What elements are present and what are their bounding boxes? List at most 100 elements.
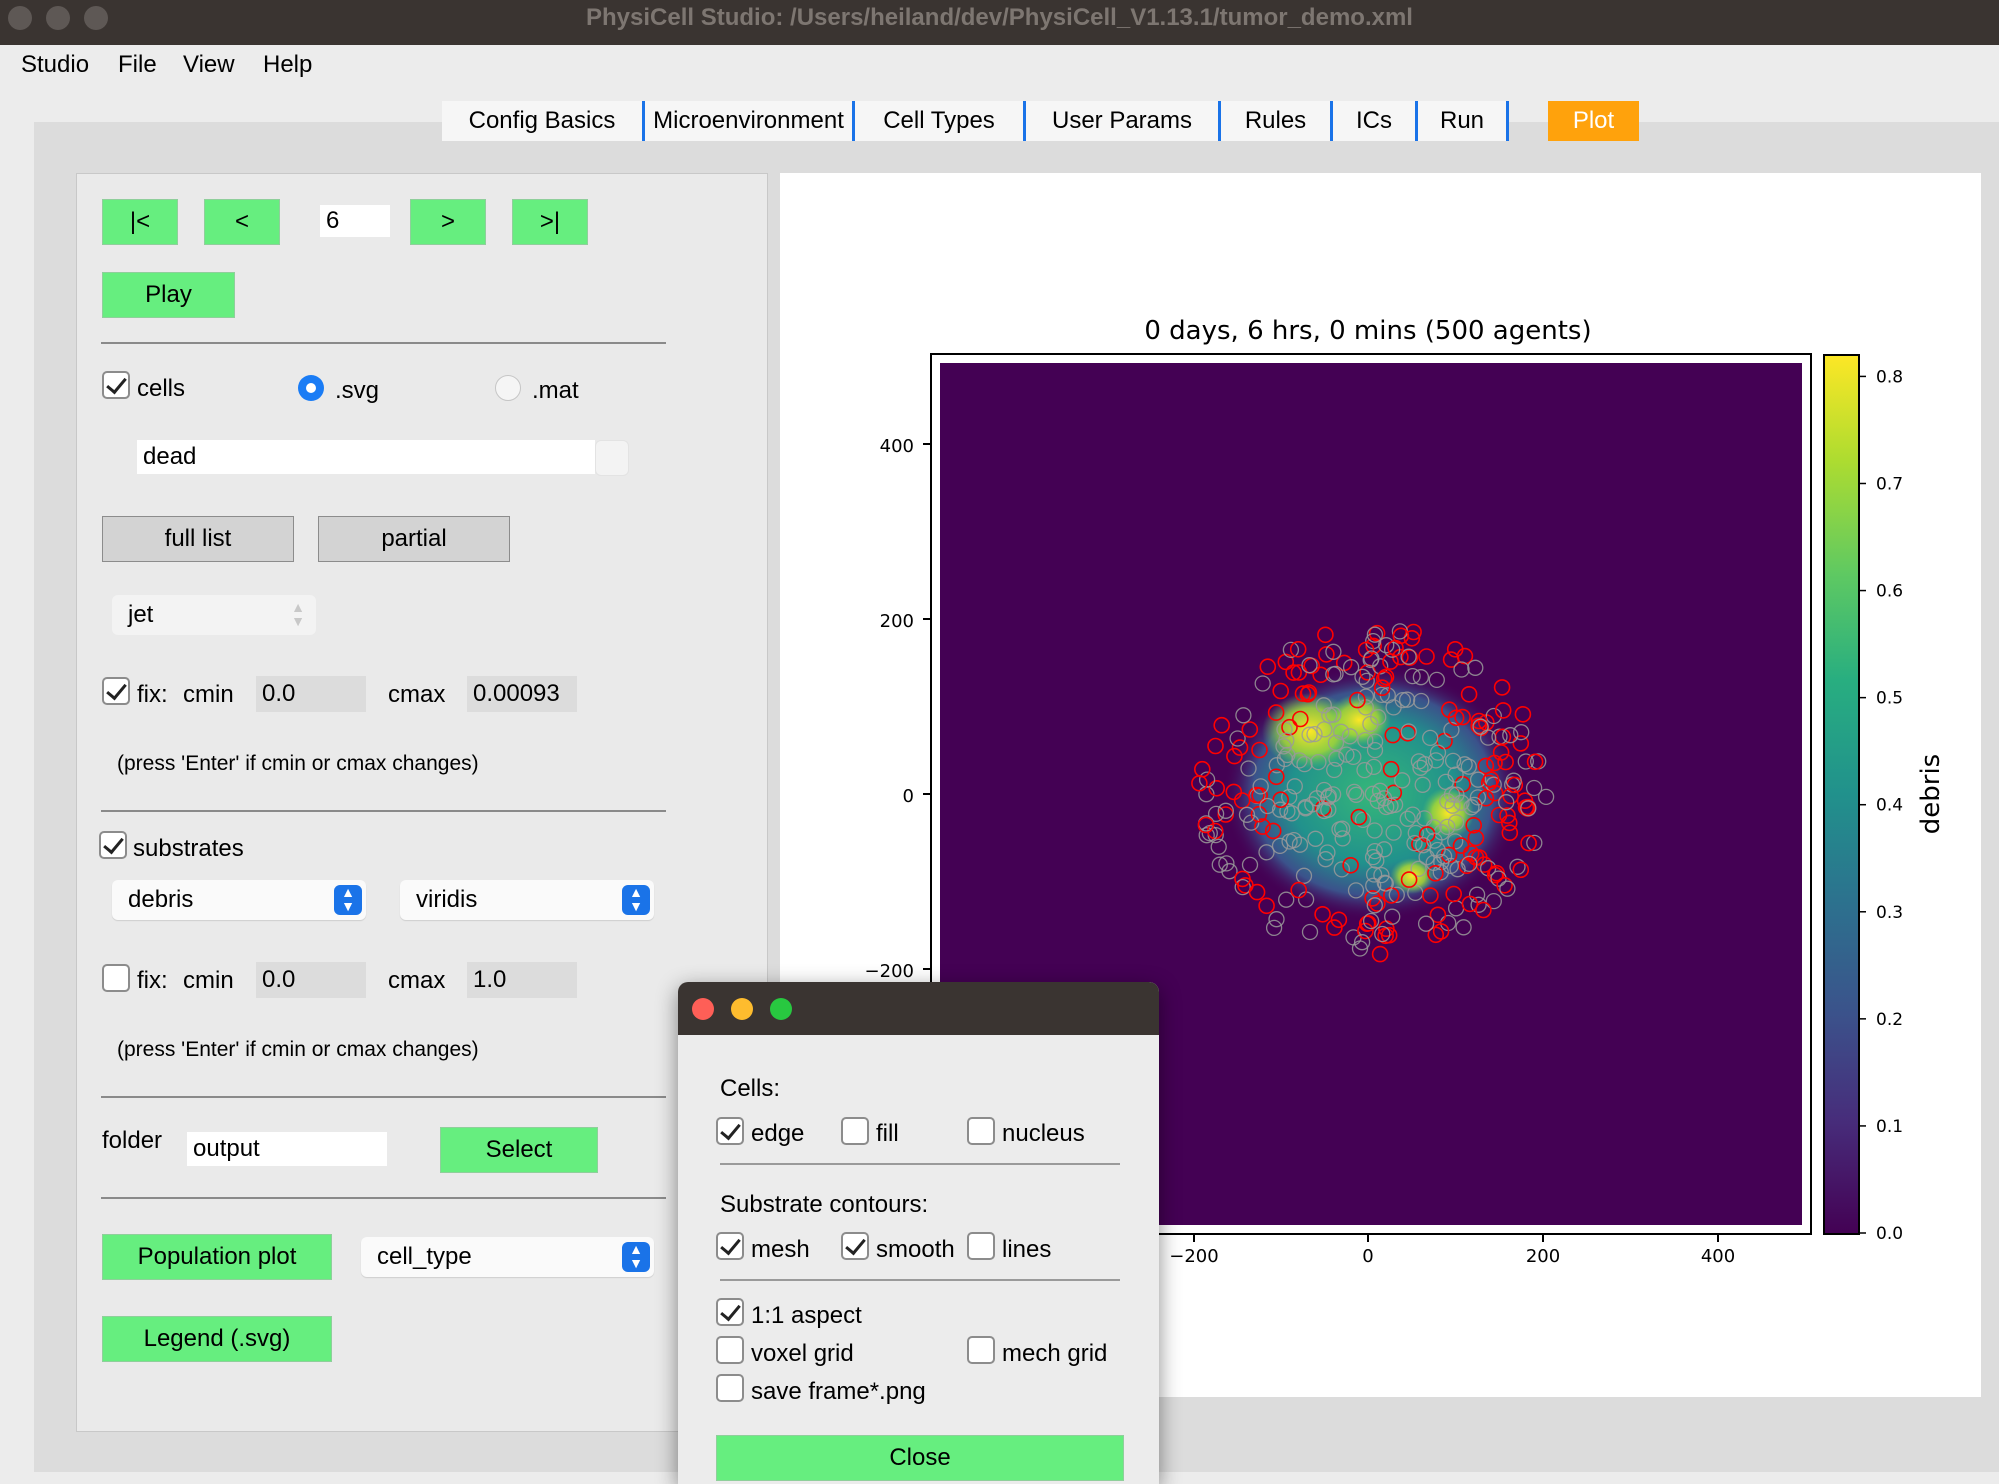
cell-agent bbox=[1207, 805, 1225, 823]
cell-agent bbox=[1250, 805, 1268, 823]
colormap-stepper-icon: ▲ ▼ bbox=[291, 599, 305, 629]
folder-input[interactable]: output bbox=[187, 1132, 387, 1166]
substrates-hint: (press 'Enter' if cmin or cmax changes) bbox=[117, 1038, 479, 1061]
cell-agent bbox=[1366, 897, 1383, 914]
cells-checkbox[interactable] bbox=[102, 371, 130, 399]
cell-agent bbox=[1327, 734, 1345, 751]
tab-run[interactable]: Run bbox=[1418, 101, 1509, 141]
substrates-checkbox[interactable] bbox=[99, 831, 127, 859]
substrates-cmax-input[interactable]: 1.0 bbox=[467, 962, 577, 998]
cell-agent bbox=[1308, 790, 1325, 807]
edge-checkbox[interactable] bbox=[716, 1117, 744, 1145]
cell-agent bbox=[1422, 887, 1439, 904]
cell-agent bbox=[1499, 807, 1516, 824]
substrate-colormap-combo[interactable]: viridis ▲ ▼ bbox=[400, 880, 654, 920]
tab-microenvironment[interactable]: Microenvironment bbox=[645, 101, 855, 141]
cells-fix-checkbox[interactable] bbox=[102, 677, 130, 705]
cell-agent bbox=[1317, 626, 1334, 644]
cell-agent bbox=[1278, 891, 1295, 908]
menu-studio[interactable]: Studio bbox=[21, 51, 90, 78]
voxel-grid-checkbox[interactable] bbox=[716, 1336, 744, 1364]
y-tick-label: 200 bbox=[880, 611, 914, 632]
save-frame-checkbox[interactable] bbox=[716, 1374, 744, 1402]
cell-agent bbox=[1426, 832, 1443, 849]
cell-agent bbox=[1233, 792, 1251, 809]
cell-agent bbox=[1520, 800, 1537, 817]
cells-cmax-input[interactable]: 0.00093 bbox=[467, 676, 577, 712]
cell-agent bbox=[1447, 709, 1465, 727]
close-dialog-button[interactable]: Close bbox=[716, 1435, 1124, 1481]
partial-button[interactable]: partial bbox=[318, 516, 510, 562]
tab-plot[interactable]: Plot bbox=[1548, 101, 1639, 141]
fill-checkbox[interactable] bbox=[841, 1117, 869, 1145]
substrates-fix-checkbox[interactable] bbox=[102, 964, 130, 992]
cell-agent bbox=[1417, 915, 1435, 932]
cell-agent bbox=[1362, 912, 1380, 930]
population-plot-button[interactable]: Population plot bbox=[102, 1234, 332, 1280]
cell-agent bbox=[1378, 637, 1395, 654]
nucleus-checkbox[interactable] bbox=[967, 1117, 995, 1145]
svg-radio[interactable] bbox=[298, 375, 324, 401]
substrate-combo[interactable]: debris ▲ ▼ bbox=[112, 880, 366, 920]
substrates-cmin-input[interactable]: 0.0 bbox=[256, 962, 366, 998]
mesh-checkbox[interactable] bbox=[716, 1232, 744, 1260]
menu-file[interactable]: File bbox=[118, 51, 157, 78]
prev-frame-button[interactable]: < bbox=[204, 199, 280, 245]
cell-agent bbox=[1325, 706, 1342, 723]
cell-scalar-dropdown-icon[interactable] bbox=[595, 440, 629, 476]
colorbar-tick-label: 0.1 bbox=[1876, 1117, 1903, 1137]
full-list-button[interactable]: full list bbox=[102, 516, 294, 562]
tab-config-basics[interactable]: Config Basics bbox=[442, 101, 645, 141]
lines-checkbox[interactable] bbox=[967, 1232, 995, 1260]
legend-svg-button[interactable]: Legend (.svg) bbox=[102, 1316, 332, 1362]
frame-number-input[interactable]: 6 bbox=[320, 205, 390, 237]
cell-scalar-combo[interactable]: dead bbox=[137, 440, 595, 474]
cell-agent bbox=[1469, 771, 1487, 788]
last-frame-button[interactable]: >| bbox=[512, 199, 588, 245]
aspect-checkbox[interactable] bbox=[716, 1298, 744, 1326]
tab-ics[interactable]: ICs bbox=[1333, 101, 1418, 141]
population-combo[interactable]: cell_type ▲ ▼ bbox=[361, 1237, 654, 1277]
cell-agent bbox=[1388, 886, 1405, 903]
zoom-window-icon[interactable] bbox=[84, 6, 108, 30]
menu-view[interactable]: View bbox=[183, 51, 235, 78]
cell-agent bbox=[1297, 798, 1314, 816]
tab-rules[interactable]: Rules bbox=[1221, 101, 1333, 141]
cells-cmax-label: cmax bbox=[388, 681, 446, 708]
cell-agent bbox=[1460, 685, 1478, 703]
cell-agent bbox=[1377, 875, 1394, 892]
minimize-window-icon[interactable] bbox=[46, 6, 70, 30]
cell-colormap-combo[interactable]: jet ▲ ▼ bbox=[112, 595, 316, 635]
dialog-minimize-icon[interactable] bbox=[731, 998, 753, 1020]
cell-agent bbox=[1357, 731, 1374, 749]
cell-agent bbox=[1469, 789, 1487, 806]
substrates-label: substrates bbox=[133, 835, 244, 862]
dialog-close-icon[interactable] bbox=[692, 998, 714, 1020]
cells-hint: (press 'Enter' if cmin or cmax changes) bbox=[117, 752, 479, 775]
select-folder-button[interactable]: Select bbox=[440, 1127, 598, 1173]
cells-cmin-input[interactable]: 0.0 bbox=[256, 676, 366, 712]
mat-radio[interactable] bbox=[495, 375, 521, 401]
mech-grid-checkbox[interactable] bbox=[967, 1336, 995, 1364]
cell-agent bbox=[1400, 723, 1417, 740]
cell-agent bbox=[1384, 726, 1402, 744]
cell-agent bbox=[1291, 710, 1309, 728]
cell-agent bbox=[1452, 837, 1470, 854]
cell-agent bbox=[1363, 650, 1380, 667]
smooth-checkbox[interactable] bbox=[841, 1232, 869, 1260]
cell-agent bbox=[1400, 871, 1418, 888]
tab-cell-types[interactable]: Cell Types bbox=[855, 101, 1026, 141]
menu-help[interactable]: Help bbox=[263, 51, 313, 78]
play-button[interactable]: Play bbox=[102, 272, 235, 318]
substrates-cmin-label: cmin bbox=[183, 967, 234, 994]
colorbar-ticks: 0.0 0.1 0.2 0.3 0.4 0.5 0.6 0.7 0.8 bbox=[1859, 367, 1903, 1244]
cell-agent bbox=[1316, 721, 1333, 738]
first-frame-button[interactable]: |< bbox=[102, 199, 178, 245]
dialog-zoom-icon[interactable] bbox=[770, 998, 792, 1020]
next-frame-button[interactable]: > bbox=[410, 199, 486, 245]
tab-user-params[interactable]: User Params bbox=[1026, 101, 1221, 141]
close-window-icon[interactable] bbox=[8, 6, 32, 30]
cell-agent bbox=[1264, 822, 1282, 840]
cell-agent bbox=[1341, 728, 1359, 745]
cell-agent bbox=[1265, 919, 1283, 937]
